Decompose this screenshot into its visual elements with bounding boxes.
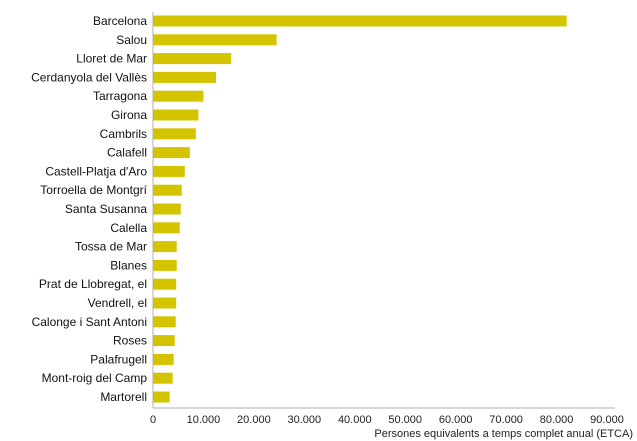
category-label: Palafrugell [90,352,147,366]
bar [153,34,277,46]
category-label: Blanes [110,258,147,272]
x-tick-label: 60.000 [439,414,473,426]
x-axis-label: Persones equivalents a temps complet anu… [374,428,633,440]
x-tick-label: 50.000 [388,414,422,426]
category-label: Tossa de Mar [75,240,147,254]
category-label: Mont-roig del Camp [42,371,148,385]
bar [153,53,232,65]
bar [153,335,175,347]
bar [153,278,177,290]
category-label: Santa Susanna [65,202,147,216]
bar [153,391,170,403]
bar [153,90,204,102]
bars-group [153,15,567,403]
x-tick-label: 80.000 [540,414,574,426]
x-tick-label: 90.000 [590,414,624,426]
bar [153,165,185,177]
x-tick-label: 40.000 [338,414,372,426]
category-label: Tarragona [93,89,147,103]
bar [153,259,177,271]
category-label: Cerdanyola del Vallès [31,70,147,84]
category-label: Vendrell, el [88,296,147,310]
bar [153,316,176,328]
x-tick-label: 70.000 [489,414,523,426]
bar [153,203,181,215]
x-tick-label: 30.000 [288,414,322,426]
category-label: Cambrils [100,127,147,141]
bar [153,128,196,140]
bar [153,71,217,83]
x-tick-label: 20.000 [237,414,271,426]
bar [153,147,190,159]
category-label: Calafell [107,146,147,160]
category-label: Torroella de Montgrí [40,183,147,197]
category-label: Roses [113,334,147,348]
category-label: Girona [111,108,147,122]
x-tick-label: 10.000 [187,414,221,426]
bar [153,241,177,253]
x-tick-labels: 0 10.000 20.000 30.000 40.000 50.000 60.000 70.… [150,414,624,426]
category-label: Calella [110,221,147,235]
bar [153,15,567,27]
bar [153,297,177,309]
category-label: Calonge i Sant Antoni [32,315,147,329]
bar [153,353,174,365]
bar [153,109,199,121]
bar [153,184,182,196]
bar [153,222,180,234]
category-label: Martorell [100,390,147,404]
category-label: Barcelona [93,14,147,28]
category-label: Prat de Llobregat, el [39,277,147,291]
category-label: Lloret de Mar [76,52,147,66]
category-labels: Barcelona Salou Lloret de Mar Cerdanyola de… [31,14,148,404]
category-label: Salou [116,33,147,47]
x-tick-label: 0 [150,414,156,426]
category-label: Castell-Platja d'Aro [45,164,147,178]
bar [153,372,173,384]
